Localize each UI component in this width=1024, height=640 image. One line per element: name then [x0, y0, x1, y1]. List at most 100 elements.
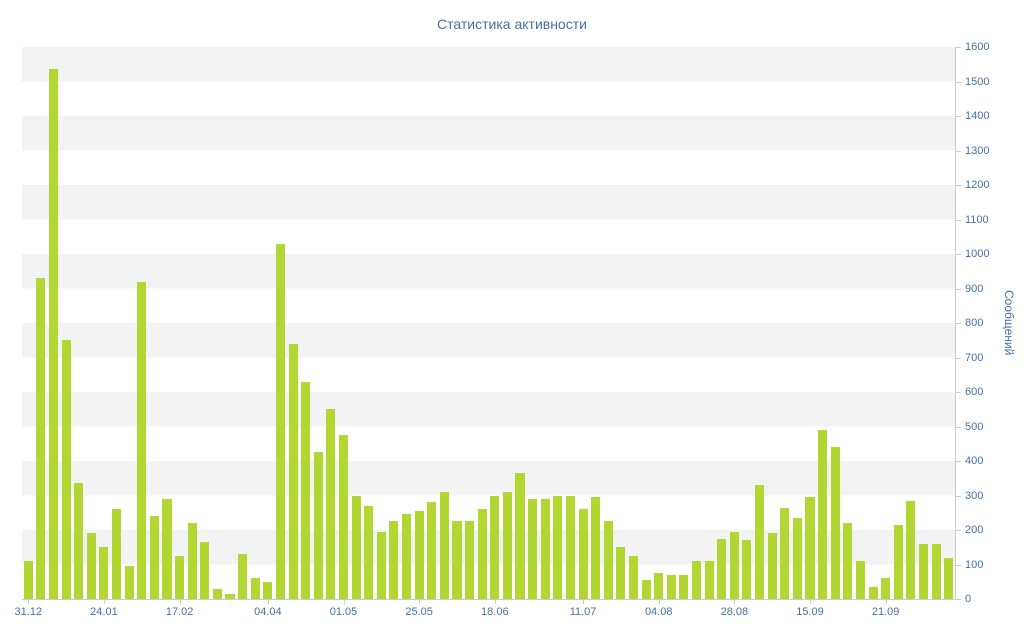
y-tick-label: 1600	[965, 41, 990, 53]
bar[interactable]	[99, 547, 109, 599]
bar[interactable]	[250, 578, 260, 599]
bar[interactable]	[124, 566, 134, 599]
y-tick-mark	[956, 599, 961, 600]
bar[interactable]	[402, 514, 412, 599]
bar[interactable]	[74, 483, 84, 599]
bar[interactable]	[818, 429, 828, 599]
bar[interactable]	[704, 561, 714, 599]
bar[interactable]	[843, 523, 853, 599]
bar[interactable]	[628, 555, 639, 599]
x-tick-mark	[343, 600, 345, 604]
bar[interactable]	[881, 578, 891, 599]
y-tick-label: 1400	[965, 110, 990, 122]
y-tick-mark	[956, 323, 961, 324]
bar[interactable]	[578, 509, 588, 599]
bar[interactable]	[616, 547, 626, 599]
bar[interactable]	[666, 574, 676, 599]
y-tick-label: 200	[965, 524, 984, 536]
bar[interactable]	[275, 243, 285, 599]
bar[interactable]	[654, 573, 664, 599]
bar[interactable]	[376, 531, 386, 599]
y-tick-mark	[956, 357, 961, 359]
bar[interactable]	[792, 517, 802, 599]
bar[interactable]	[326, 409, 336, 599]
bar[interactable]	[313, 452, 323, 599]
bar[interactable]	[805, 497, 815, 599]
x-tick-mark	[419, 600, 421, 604]
bar[interactable]	[48, 69, 59, 599]
bar[interactable]	[162, 498, 172, 599]
x-tick-label: 24.01	[90, 606, 118, 618]
y-tick-mark	[956, 219, 961, 221]
bar[interactable]	[780, 507, 790, 599]
bar[interactable]	[755, 485, 765, 599]
bar[interactable]	[427, 502, 437, 599]
x-axis: 31.12 24.01 17.02 04.04 01.05 25.05 18.06 11.07…	[15, 600, 955, 624]
x-tick-label: 28.08	[720, 606, 749, 618]
bar[interactable]	[61, 340, 71, 599]
plot-area	[22, 47, 956, 600]
bar[interactable]	[515, 473, 525, 599]
bar[interactable]	[918, 543, 928, 599]
bar[interactable]	[301, 381, 311, 599]
bar[interactable]	[717, 538, 727, 599]
bar[interactable]	[540, 498, 550, 599]
bar[interactable]	[641, 580, 651, 599]
bar[interactable]	[893, 524, 903, 599]
bar[interactable]	[528, 498, 538, 599]
y-tick-label: 1500	[965, 75, 990, 88]
bar[interactable]	[729, 531, 739, 599]
bar[interactable]	[868, 586, 878, 599]
bar[interactable]	[591, 497, 601, 599]
y-axis: 0 100 200 300 400 500 600 700 800 900 1000 1100 1200…	[956, 41, 1024, 605]
bar[interactable]	[23, 561, 33, 599]
y-tick-mark	[956, 564, 961, 566]
y-tick-mark	[956, 426, 961, 428]
bar[interactable]	[439, 492, 449, 599]
y-tick-mark	[956, 392, 961, 393]
bar[interactable]	[603, 521, 613, 599]
x-tick-mark	[583, 600, 585, 604]
bar[interactable]	[225, 593, 235, 599]
bar[interactable]	[86, 533, 96, 599]
bar[interactable]	[149, 516, 159, 599]
bar[interactable]	[263, 581, 273, 599]
y-tick-mark	[956, 116, 961, 117]
y-tick-mark	[956, 81, 961, 83]
bar[interactable]	[830, 447, 840, 599]
bar[interactable]	[414, 511, 424, 599]
bar[interactable]	[175, 555, 185, 599]
bar[interactable]	[338, 435, 349, 599]
bar[interactable]	[477, 509, 487, 599]
bar[interactable]	[944, 557, 954, 599]
bar[interactable]	[238, 554, 248, 599]
bar[interactable]	[742, 540, 752, 599]
bar[interactable]	[187, 523, 197, 599]
bar[interactable]	[691, 561, 702, 599]
bar[interactable]	[200, 542, 210, 599]
bar[interactable]	[137, 281, 147, 599]
y-tick-mark	[956, 288, 961, 290]
bar[interactable]	[389, 521, 399, 599]
bar[interactable]	[767, 533, 777, 599]
bar[interactable]	[351, 495, 361, 599]
bar[interactable]	[490, 495, 500, 599]
bar[interactable]	[931, 543, 941, 599]
bar[interactable]	[855, 561, 865, 599]
bar[interactable]	[36, 278, 46, 599]
y-tick-label: 600	[965, 386, 984, 398]
bar[interactable]	[465, 521, 475, 599]
bar[interactable]	[112, 509, 122, 599]
bar[interactable]	[679, 574, 689, 599]
bar[interactable]	[502, 492, 512, 599]
y-tick-label: 1000	[965, 248, 990, 260]
bar[interactable]	[212, 588, 222, 599]
bar[interactable]	[565, 495, 575, 599]
bar[interactable]	[452, 521, 462, 599]
x-tick-label: 31.12	[14, 606, 43, 618]
bar[interactable]	[288, 343, 298, 599]
x-tick-mark	[103, 600, 105, 604]
bar[interactable]	[906, 500, 916, 599]
bar[interactable]	[553, 495, 563, 599]
bar[interactable]	[364, 505, 374, 599]
